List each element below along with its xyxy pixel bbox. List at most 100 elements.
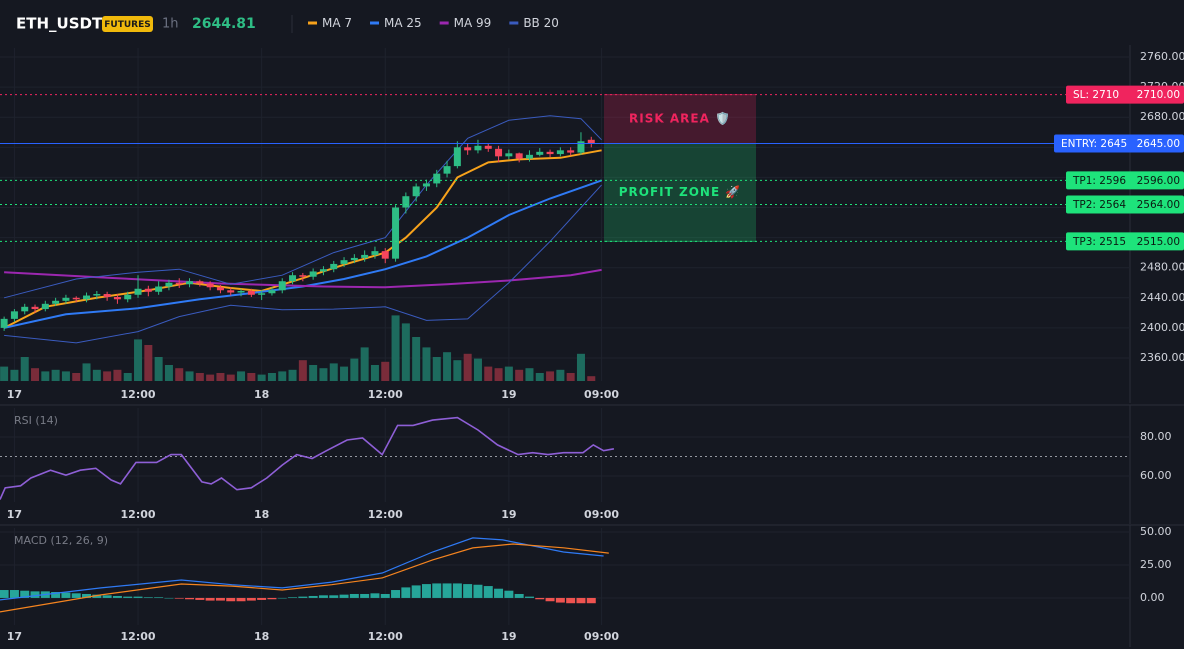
candle-body <box>103 294 111 298</box>
level-label: ENTRY: 2645 <box>1061 138 1127 150</box>
volume-bar <box>370 365 379 381</box>
badge-text: FUTURES <box>104 20 150 30</box>
volume-bar <box>463 353 472 381</box>
histogram-bar <box>432 583 442 598</box>
panel-title: MACD (12, 26, 9) <box>14 534 108 547</box>
x-tick-label: 09:00 <box>584 630 619 643</box>
volume-bar <box>381 361 390 381</box>
level-badge <box>1054 134 1184 153</box>
x-tick-label: 17 <box>7 388 22 401</box>
candle-body <box>124 294 132 300</box>
y-tick-label: 50.00 <box>1140 525 1172 538</box>
volume-bar <box>226 374 235 381</box>
y-tick-label: 2680.00 <box>1140 110 1184 123</box>
level-label: TP1: 2596 <box>1072 175 1126 187</box>
candle-body <box>443 166 451 174</box>
volume-bar <box>556 369 565 381</box>
candle-body <box>319 269 327 272</box>
candle-body <box>10 311 18 319</box>
candle-body <box>278 281 286 291</box>
histogram-bar <box>452 583 462 598</box>
histogram-bar <box>576 597 586 604</box>
legend-label: MA 25 <box>384 16 422 30</box>
legend-label: BB 20 <box>523 16 559 30</box>
x-tick-label: 17 <box>7 508 22 521</box>
candle-body <box>144 288 152 292</box>
legend-label: MA 7 <box>322 16 352 30</box>
histogram-bar <box>215 597 225 601</box>
volume-bar <box>360 347 369 381</box>
volume-bar <box>185 371 194 381</box>
level-price: 2515.00 <box>1137 236 1180 248</box>
candle-body <box>134 288 142 295</box>
y-tick-label: 2360.00 <box>1140 351 1184 364</box>
histogram-bar <box>360 593 370 598</box>
x-tick-label: 17 <box>7 630 22 643</box>
level-price: 2596.00 <box>1137 175 1180 187</box>
candle-body <box>31 306 39 310</box>
level-price: 2710.00 <box>1137 89 1180 101</box>
volume-bar <box>494 368 503 381</box>
volume-bar <box>453 360 462 381</box>
histogram-bar <box>318 595 328 598</box>
candle-body <box>567 150 575 153</box>
volume-bar <box>329 363 338 381</box>
candle-body <box>216 287 224 291</box>
volume-bar <box>484 366 493 381</box>
volume-bar <box>401 323 410 381</box>
y-tick-label: 60.00 <box>1140 469 1172 482</box>
histogram-bar <box>380 593 390 598</box>
candle-body <box>268 290 276 294</box>
volume-bar <box>350 358 359 381</box>
symbol: ETH_USDT <box>16 15 103 33</box>
volume-bar <box>92 369 101 381</box>
volume-bar <box>257 374 266 381</box>
volume-bar <box>72 373 81 381</box>
candle-body <box>155 286 163 292</box>
level-badge <box>1066 232 1184 251</box>
panel-title: RSI (14) <box>14 414 58 427</box>
histogram-bar <box>133 596 143 598</box>
volume-bar <box>10 369 19 381</box>
histogram-bar <box>308 595 318 598</box>
volume-bar <box>20 357 29 381</box>
volume-bar <box>206 374 215 381</box>
x-tick-label: 12:00 <box>121 630 156 643</box>
histogram-bar <box>277 597 287 599</box>
histogram-bar <box>411 585 421 598</box>
candle-body <box>83 295 91 300</box>
histogram-bar <box>524 596 534 598</box>
volume-bar <box>61 371 70 381</box>
candle-body <box>361 254 369 258</box>
histogram-bar <box>288 597 298 598</box>
candle-body <box>330 263 338 270</box>
candle-body <box>21 306 29 312</box>
candle-body <box>165 282 173 287</box>
candle-body <box>206 283 214 288</box>
y-tick-label: 0.00 <box>1140 591 1165 604</box>
x-tick-label: 19 <box>501 508 516 521</box>
candle-body <box>433 173 441 184</box>
candle-body <box>556 150 564 155</box>
histogram-bar <box>164 597 174 599</box>
candle-body <box>186 281 194 285</box>
x-tick-label: 18 <box>254 508 269 521</box>
candle-body <box>495 148 503 157</box>
histogram-bar <box>535 597 545 600</box>
x-tick-label: 12:00 <box>368 508 403 521</box>
candle-body <box>381 251 389 259</box>
volume-bar <box>51 369 60 381</box>
candle-body <box>237 291 245 293</box>
histogram-bar <box>473 584 483 598</box>
candle-body <box>392 207 400 259</box>
candle-body <box>93 294 101 296</box>
histogram-bar <box>257 597 267 600</box>
volume-bar <box>525 368 534 381</box>
histogram-bar <box>401 587 411 598</box>
candle-body <box>258 293 266 295</box>
histogram-bar <box>174 597 184 599</box>
candle-body <box>247 291 255 295</box>
candle-body <box>72 297 80 300</box>
histogram-bar <box>483 586 493 598</box>
